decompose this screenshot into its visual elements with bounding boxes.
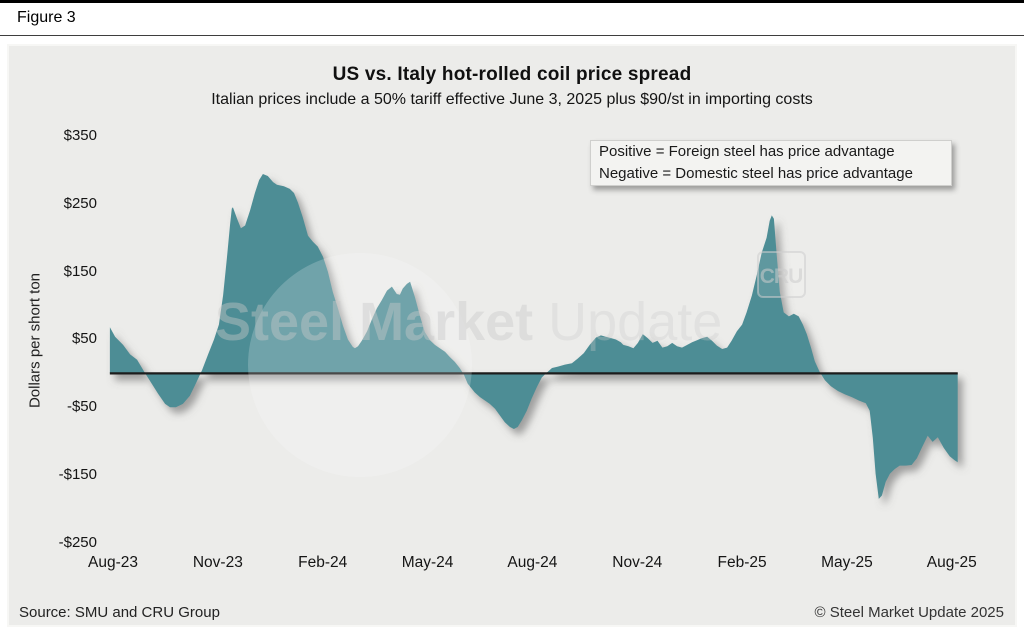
chart-subtitle: Italian prices include a 50% tariff effe… — [211, 91, 813, 108]
x-tick-label: Aug-24 — [507, 554, 558, 571]
y-tick-label: $150 — [63, 262, 97, 280]
x-tick-label: May-25 — [821, 554, 873, 571]
source-note: Source: SMU and CRU Group — [19, 604, 220, 621]
x-tick-label: Aug-25 — [926, 554, 977, 571]
steel-market-update-watermark: Steel Market Update — [215, 292, 722, 352]
x-tick-label: Nov-23 — [192, 554, 243, 571]
x-tick-label: May-24 — [401, 554, 454, 571]
y-tick-label: $50 — [71, 330, 97, 348]
y-tick-label: -$50 — [66, 398, 97, 416]
cru-logo-watermark-text: CRU — [760, 265, 803, 288]
top-black-bar — [0, 0, 1024, 3]
annotation-box: Positive = Foreign steel has price advan… — [590, 140, 952, 186]
spread-area-series — [109, 174, 958, 499]
figure-label: Figure 3 — [17, 9, 76, 26]
y-tick-label: $350 — [63, 126, 97, 144]
chart-title: US vs. Italy hot-rolled coil price sprea… — [332, 64, 692, 85]
area-chart: Steel Market Update CRU — [109, 174, 958, 499]
annotation-line-positive: Positive = Foreign steel has price advan… — [599, 143, 895, 160]
y-tick-label: -$150 — [58, 466, 97, 484]
annotation-line-negative: Negative = Domestic steel has price adva… — [599, 165, 913, 182]
y-tick-label: -$250 — [58, 533, 97, 551]
header-divider — [0, 35, 1024, 36]
smu-logo-swoosh-watermark — [248, 253, 472, 477]
x-tick-label: Nov-24 — [612, 554, 663, 571]
spread-area-group — [109, 174, 958, 499]
x-tick-label: Feb-25 — [717, 554, 767, 571]
cru-logo-watermark-box — [757, 251, 806, 298]
x-tick-label: Feb-24 — [298, 554, 348, 571]
y-tick-label: $250 — [63, 194, 97, 212]
x-tick-label: Aug-23 — [88, 554, 138, 571]
chart-panel: US vs. Italy hot-rolled coil price sprea… — [7, 44, 1017, 627]
copyright-note: © Steel Market Update 2025 — [814, 604, 1005, 621]
